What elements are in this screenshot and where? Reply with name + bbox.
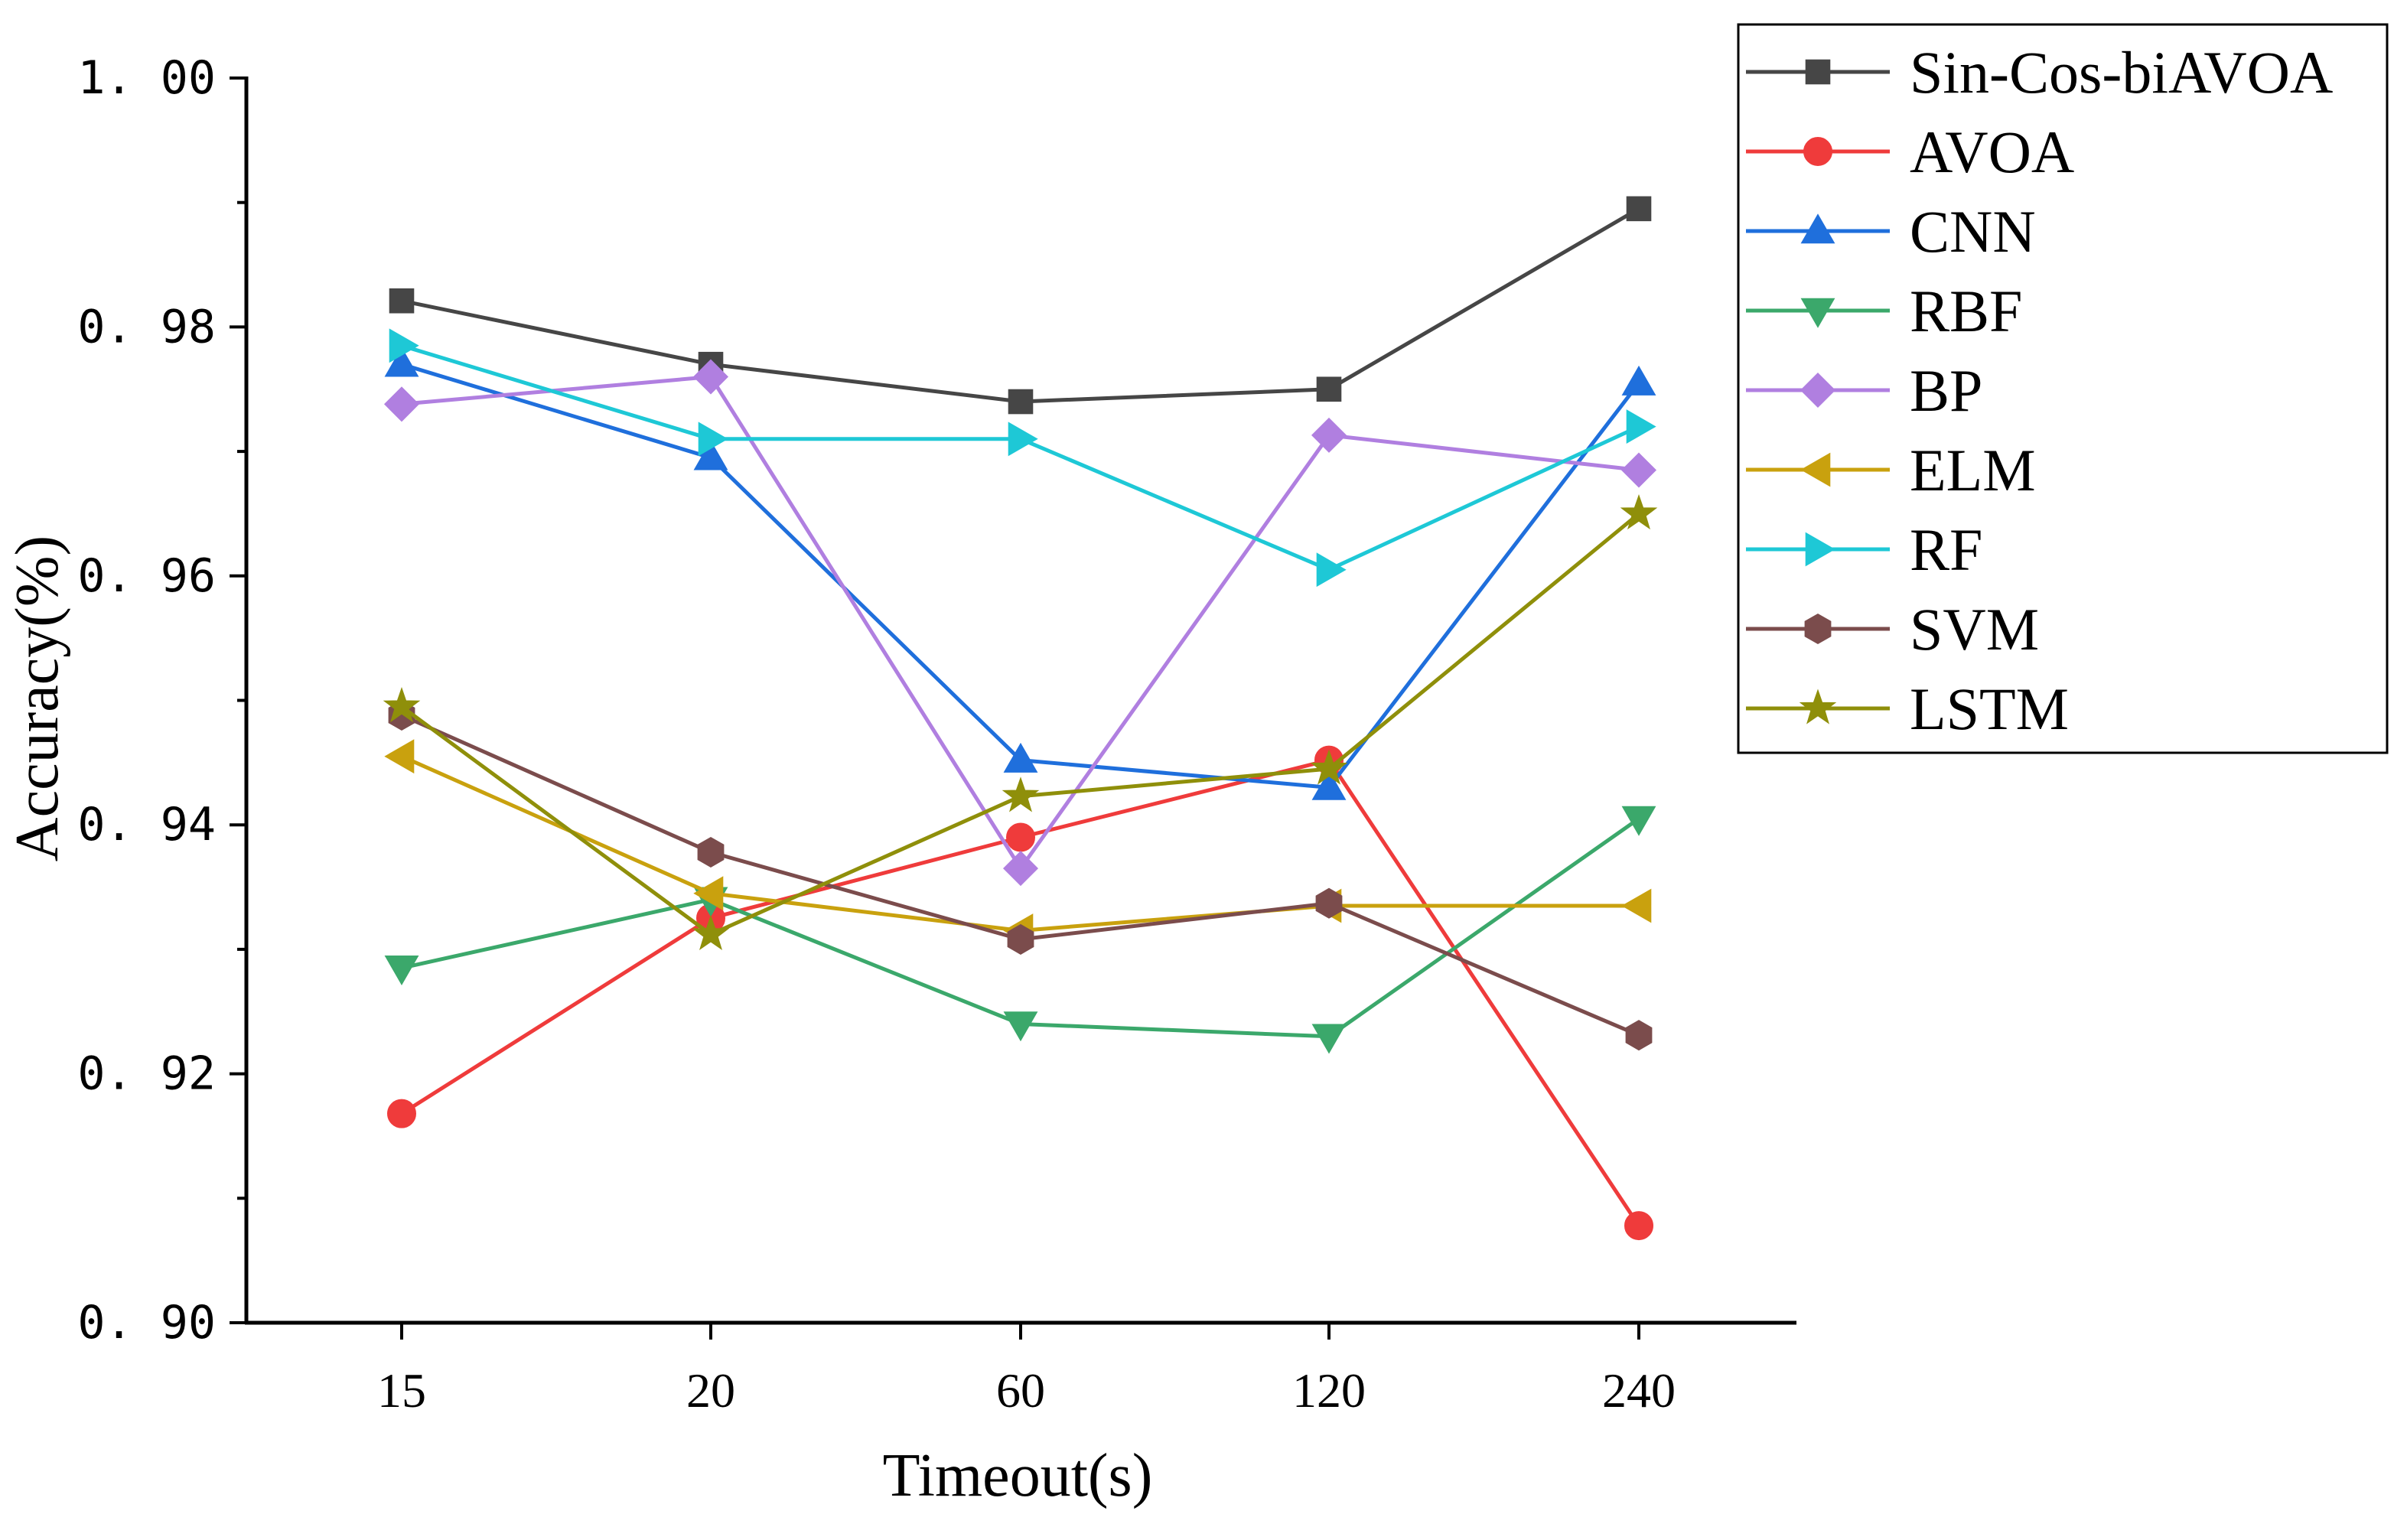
series-layer [383, 196, 1658, 1241]
data-point-rf [1626, 409, 1656, 444]
series-rf [389, 328, 1656, 588]
data-point-elm [1621, 888, 1652, 923]
legend-label: LSTM [1910, 676, 2069, 742]
data-point-avoa [1006, 822, 1035, 852]
legend-label: BP [1910, 357, 1982, 424]
data-point-cnn [693, 440, 728, 470]
y-tick-label: 0. 98 [77, 300, 216, 353]
y-tick-label: 0. 90 [77, 1296, 216, 1350]
legend-item-elm: ELM [1746, 437, 2036, 503]
data-point-lstm [1620, 493, 1658, 530]
data-point-lstm [692, 914, 730, 951]
data-point-sin-cos-biavoa [1008, 389, 1034, 415]
legend-marker [1800, 372, 1836, 409]
legend-label: ELM [1910, 437, 2036, 503]
legend-item-cnn: CNN [1746, 198, 2036, 265]
data-point-bp [1311, 417, 1347, 453]
legend-item-lstm: LSTM [1746, 676, 2069, 742]
data-point-lstm [383, 687, 421, 723]
data-point-cnn [1621, 365, 1656, 396]
data-point-bp [692, 359, 729, 395]
legend-marker [1803, 137, 1832, 166]
x-axis-title: Timeout(s) [883, 1442, 1153, 1509]
data-point-svm [1315, 887, 1343, 919]
data-point-elm [693, 876, 724, 911]
y-tick-label: 0. 92 [77, 1047, 216, 1101]
legend-marker [1805, 59, 1831, 85]
legend-marker [1804, 613, 1832, 645]
data-point-avoa [387, 1099, 416, 1128]
series-bp [383, 359, 1657, 887]
data-point-cnn [1003, 742, 1038, 773]
legend-label: RBF [1910, 278, 2022, 344]
legend-label: RF [1910, 516, 1982, 583]
x-tick-label: 120 [1292, 1363, 1366, 1418]
data-point-rf [1316, 552, 1347, 588]
legend-item-rbf: RBF [1746, 278, 2022, 344]
data-point-sin-cos-biavoa [389, 288, 415, 314]
data-point-sin-cos-biavoa [1626, 196, 1652, 222]
legend-item-bp: BP [1746, 357, 1982, 424]
series-line-sin-cos-biavoa [401, 207, 1640, 404]
y-tick-label: 0. 96 [77, 549, 216, 603]
series-line-cnn [401, 362, 1640, 790]
x-tick-label: 60 [996, 1363, 1045, 1418]
legend-item-svm: SVM [1746, 596, 2039, 663]
series-sin-cos-biavoa [389, 196, 1652, 415]
data-point-lstm [1002, 777, 1040, 812]
legend: Sin-Cos-biAVOA AVOA CNN RBF BP ELM RF SVM LSTM [1737, 23, 2389, 754]
data-point-svm [697, 836, 725, 868]
data-point-cnn [1311, 770, 1347, 800]
legend-marker [1805, 532, 1835, 567]
data-point-bp [1002, 851, 1039, 887]
data-point-svm [1007, 923, 1034, 955]
legend-item-avoa: AVOA [1746, 119, 2074, 185]
data-point-sin-cos-biavoa [1316, 376, 1342, 402]
x-tick-label: 240 [1602, 1363, 1676, 1418]
data-point-rbf [1621, 806, 1656, 836]
data-point-rf [389, 328, 419, 363]
y-tick-label: 1. 00 [77, 51, 216, 105]
x-tick-label: 20 [686, 1363, 735, 1418]
legend-label: Sin-Cos-biAVOA [1910, 39, 2333, 106]
y-axis-title: Accuracy(%) [4, 536, 71, 861]
data-point-rbf [1311, 1024, 1347, 1054]
x-tick-label: 15 [377, 1363, 426, 1418]
data-point-avoa [1624, 1211, 1653, 1241]
data-point-rbf [384, 956, 419, 986]
data-point-rbf [1003, 1011, 1038, 1042]
axes: 0. 90 0. 92 0. 94 0. 96 0. 98 1. 00 15 20 60 120 2… [77, 51, 1796, 1418]
data-point-lstm [1310, 749, 1348, 785]
data-point-bp [1620, 452, 1657, 488]
legend-item-rf: RF [1746, 516, 1982, 583]
data-point-cnn [384, 347, 419, 377]
series-lstm [383, 493, 1658, 951]
legend-label: CNN [1910, 198, 2036, 265]
data-point-rf [1008, 422, 1038, 457]
data-point-elm [384, 739, 415, 774]
data-point-rf [698, 422, 728, 457]
y-tick-label: 0. 94 [77, 798, 216, 851]
legend-marker [1799, 689, 1837, 724]
legend-marker [1800, 452, 1831, 487]
data-point-bp [383, 386, 420, 422]
legend-marker [1800, 213, 1835, 244]
legend-label: SVM [1910, 596, 2039, 663]
legend-marker [1800, 298, 1835, 328]
series-line-rf [401, 343, 1640, 572]
data-point-svm [1625, 1020, 1653, 1051]
series-cnn [384, 347, 1656, 800]
legend-item-sin-cos-biavoa: Sin-Cos-biAVOA [1746, 39, 2333, 106]
series-avoa [387, 745, 1653, 1241]
legend-label: AVOA [1910, 119, 2074, 185]
